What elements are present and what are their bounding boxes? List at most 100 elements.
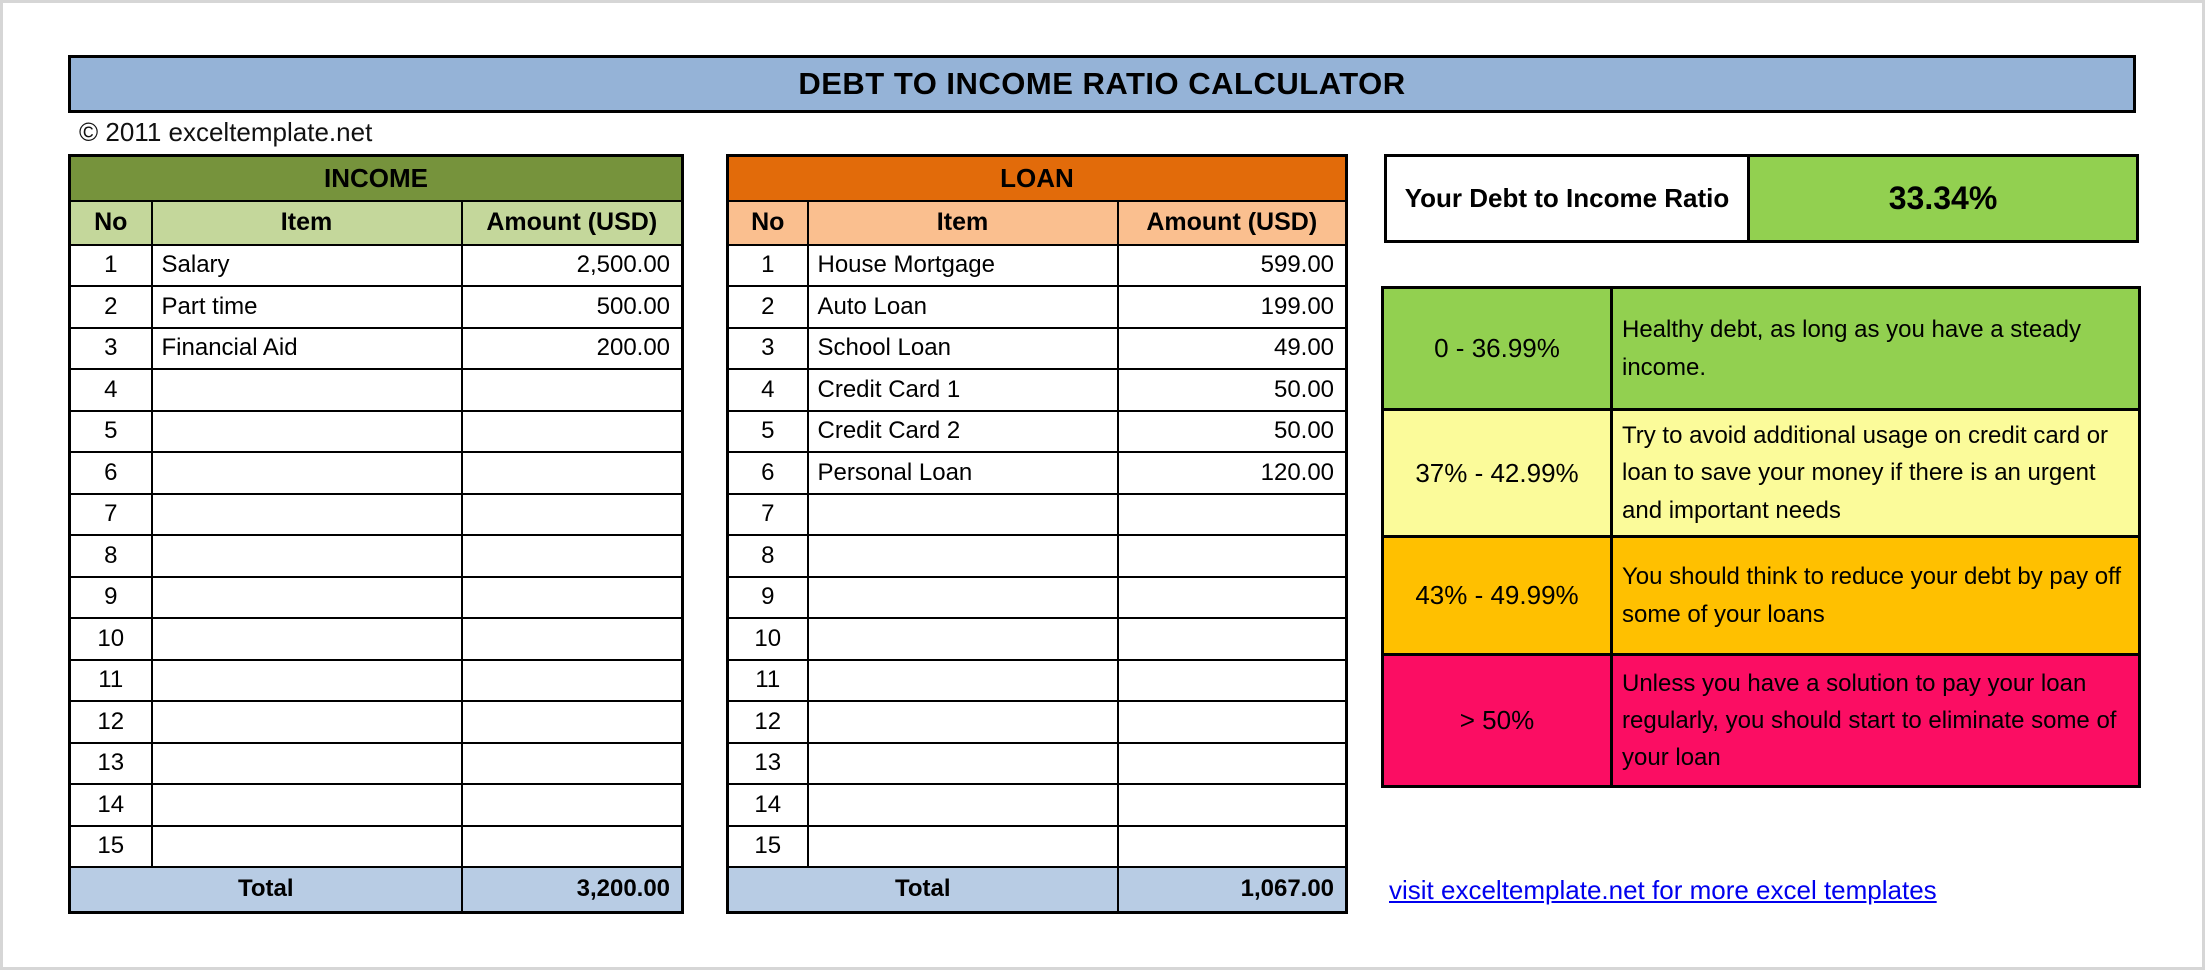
item-cell[interactable]: House Mortgage <box>806 243 1119 287</box>
amount-cell[interactable] <box>460 824 684 868</box>
row-number-cell[interactable]: 2 <box>726 285 809 329</box>
item-cell[interactable] <box>806 534 1119 578</box>
amount-cell[interactable] <box>1116 700 1348 744</box>
row-number-cell[interactable]: 8 <box>68 534 153 578</box>
row-number-cell[interactable]: 13 <box>726 741 809 785</box>
amount-cell[interactable]: 500.00 <box>460 285 684 329</box>
row-number-cell[interactable]: 2 <box>68 285 153 329</box>
item-cell[interactable] <box>806 617 1119 661</box>
item-cell[interactable] <box>150 534 463 578</box>
footer-link[interactable]: visit exceltemplate.net for more excel t… <box>1389 875 1937 905</box>
amount-cell[interactable] <box>460 451 684 495</box>
item-cell[interactable] <box>806 741 1119 785</box>
item-cell[interactable] <box>150 824 463 868</box>
item-cell[interactable] <box>806 700 1119 744</box>
amount-cell[interactable]: 50.00 <box>1116 409 1348 453</box>
amount-cell[interactable] <box>1116 658 1348 702</box>
item-cell[interactable] <box>150 658 463 702</box>
item-cell[interactable] <box>806 658 1119 702</box>
amount-cell[interactable] <box>460 492 684 536</box>
table-row: 15 <box>68 824 684 868</box>
row-number-cell[interactable]: 14 <box>726 783 809 827</box>
table-row: 8 <box>726 534 1348 578</box>
row-number-cell[interactable]: 4 <box>726 368 809 412</box>
item-cell[interactable] <box>150 575 463 619</box>
item-cell[interactable] <box>150 409 463 453</box>
item-cell[interactable] <box>150 451 463 495</box>
item-cell[interactable] <box>150 492 463 536</box>
amount-cell[interactable]: 599.00 <box>1116 243 1348 287</box>
row-number-cell[interactable]: 14 <box>68 783 153 827</box>
item-cell[interactable] <box>806 824 1119 868</box>
row-number-cell[interactable]: 7 <box>68 492 153 536</box>
amount-cell[interactable] <box>1116 783 1348 827</box>
amount-cell[interactable]: 200.00 <box>460 326 684 370</box>
amount-cell[interactable] <box>460 617 684 661</box>
row-number-cell[interactable]: 4 <box>68 368 153 412</box>
amount-cell[interactable] <box>460 534 684 578</box>
income-total-value: 3,200.00 <box>460 866 684 913</box>
item-cell[interactable]: Credit Card 1 <box>806 368 1119 412</box>
row-number-cell[interactable]: 12 <box>68 700 153 744</box>
amount-cell[interactable]: 49.00 <box>1116 326 1348 370</box>
row-number-cell[interactable]: 7 <box>726 492 809 536</box>
item-cell[interactable] <box>806 575 1119 619</box>
item-cell[interactable]: Part time <box>150 285 463 329</box>
amount-cell[interactable] <box>1116 824 1348 868</box>
amount-cell[interactable] <box>460 368 684 412</box>
row-number-cell[interactable]: 11 <box>726 658 809 702</box>
amount-cell[interactable] <box>1116 534 1348 578</box>
amount-cell[interactable] <box>1116 575 1348 619</box>
amount-cell[interactable]: 50.00 <box>1116 368 1348 412</box>
legend-description: Healthy debt, as long as you have a stea… <box>1622 316 2081 381</box>
row-number-cell[interactable]: 1 <box>68 243 153 287</box>
row-number-cell[interactable]: 15 <box>68 824 153 868</box>
amount-cell[interactable] <box>460 575 684 619</box>
row-number-cell[interactable]: 15 <box>726 824 809 868</box>
row-number-cell[interactable]: 9 <box>68 575 153 619</box>
amount-cell[interactable] <box>460 700 684 744</box>
amount-cell[interactable]: 2,500.00 <box>460 243 684 287</box>
row-number-cell[interactable]: 1 <box>726 243 809 287</box>
row-number-cell[interactable]: 12 <box>726 700 809 744</box>
amount-cell[interactable]: 120.00 <box>1116 451 1348 495</box>
item-cell[interactable] <box>150 700 463 744</box>
row-number-cell[interactable]: 8 <box>726 534 809 578</box>
amount-cell[interactable] <box>1116 492 1348 536</box>
item-cell[interactable] <box>150 368 463 412</box>
item-cell[interactable]: Credit Card 2 <box>806 409 1119 453</box>
item-cell[interactable] <box>806 783 1119 827</box>
row-number-cell[interactable]: 9 <box>726 575 809 619</box>
amount-cell[interactable] <box>460 658 684 702</box>
amount-cell[interactable] <box>1116 617 1348 661</box>
row-number-cell[interactable]: 10 <box>68 617 153 661</box>
item-cell[interactable]: School Loan <box>806 326 1119 370</box>
row-number-cell[interactable]: 6 <box>726 451 809 495</box>
item-cell[interactable] <box>150 741 463 785</box>
amount-cell[interactable]: 199.00 <box>1116 285 1348 329</box>
loan-total-row: Total 1,067.00 <box>726 866 1348 913</box>
table-row: 5 Credit Card 2 50.00 <box>726 409 1348 453</box>
item-cell[interactable]: Personal Loan <box>806 451 1119 495</box>
income-table-body: 1 Salary 2,500.00 2 Part time 500.00 3 Financia… <box>68 243 684 868</box>
amount-cell[interactable] <box>460 783 684 827</box>
item-cell[interactable] <box>150 617 463 661</box>
item-cell[interactable]: Salary <box>150 243 463 287</box>
amount-cell[interactable] <box>460 741 684 785</box>
item-cell[interactable] <box>806 492 1119 536</box>
row-number-cell[interactable]: 5 <box>726 409 809 453</box>
row-number-cell[interactable]: 10 <box>726 617 809 661</box>
amount-cell[interactable] <box>460 409 684 453</box>
row-number-cell[interactable]: 13 <box>68 741 153 785</box>
row-number-cell[interactable]: 5 <box>68 409 153 453</box>
amount-cell[interactable] <box>1116 741 1348 785</box>
ratio-legend-table: 0 - 36.99% Healthy debt, as long as you h… <box>1381 286 2141 788</box>
row-number-cell[interactable]: 6 <box>68 451 153 495</box>
item-cell[interactable]: Financial Aid <box>150 326 463 370</box>
row-number-cell[interactable]: 3 <box>68 326 153 370</box>
row-number-cell[interactable]: 11 <box>68 658 153 702</box>
income-col-no: No <box>68 199 153 246</box>
item-cell[interactable]: Auto Loan <box>806 285 1119 329</box>
item-cell[interactable] <box>150 783 463 827</box>
row-number-cell[interactable]: 3 <box>726 326 809 370</box>
